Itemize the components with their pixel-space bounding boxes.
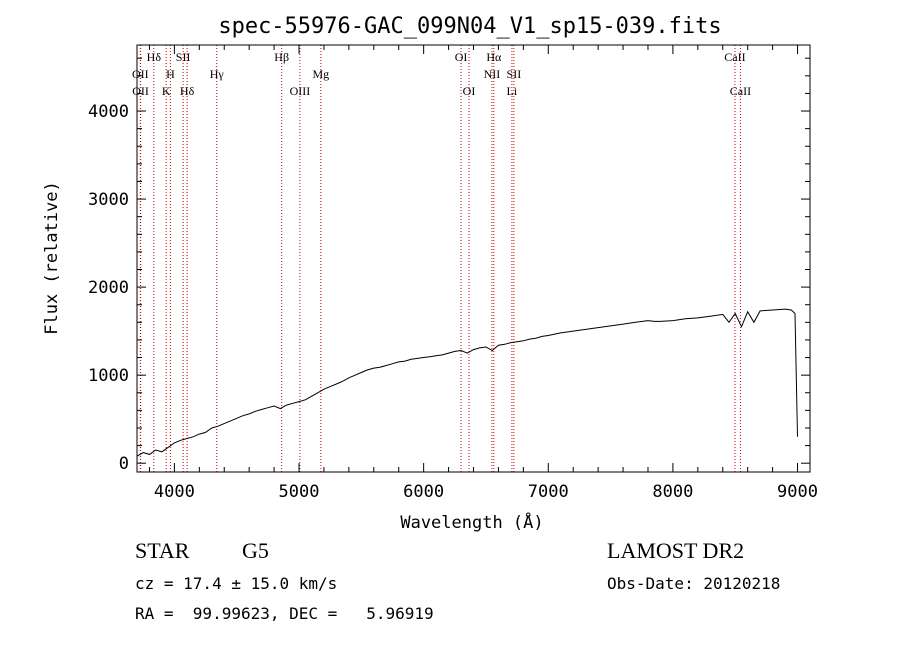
spectral-line-label: CaII bbox=[730, 84, 751, 98]
spectral-line-label: OI bbox=[463, 84, 476, 98]
spectral-line-label: OII bbox=[132, 67, 149, 81]
spectral-line-label: H bbox=[166, 67, 175, 81]
spectral-line-label: OI bbox=[455, 50, 468, 64]
series-layer bbox=[136, 308, 798, 457]
y-tick-label: 4000 bbox=[88, 102, 129, 122]
plot-frame bbox=[136, 44, 811, 473]
spectral-line-label: Hβ bbox=[274, 50, 289, 64]
x-tick-label: 9000 bbox=[777, 482, 818, 502]
survey-name: LAMOST DR2 bbox=[607, 538, 745, 563]
x-tick-label: 8000 bbox=[652, 482, 693, 502]
spectral-line-label: OIII bbox=[290, 84, 311, 98]
x-axis-label: Wavelength (Å) bbox=[400, 511, 543, 533]
object-type: STAR bbox=[135, 538, 190, 563]
spectrum-series-line bbox=[136, 308, 798, 457]
x-tick-label: 6000 bbox=[403, 482, 444, 502]
spectral-line-label: SII bbox=[507, 67, 522, 81]
spectral-line-label: Hδ bbox=[180, 84, 195, 98]
spectral-line-label: Li bbox=[507, 84, 518, 98]
spectral-line-label: Hα bbox=[486, 50, 502, 64]
spectral-line-label: CaII bbox=[724, 50, 745, 64]
spectral-line-label: SII bbox=[176, 50, 191, 64]
y-tick-label: 1000 bbox=[88, 366, 129, 386]
obs-date-line: Obs-Date: 20120218 bbox=[607, 574, 781, 593]
spectral-line-label: Mg bbox=[312, 67, 329, 81]
y-axis-ticks: 0 1000 2000 3000 4000 bbox=[88, 57, 810, 474]
x-tick-label: 5000 bbox=[279, 482, 320, 502]
spectral-line-label: OII bbox=[132, 84, 149, 98]
chart-title: spec-55976-GAC_099N04_V1_sp15-039.fits bbox=[218, 14, 721, 39]
y-tick-label: 2000 bbox=[88, 278, 129, 298]
object-subclass: G5 bbox=[242, 538, 269, 563]
radec-line: RA = 99.99623, DEC = 5.96919 bbox=[135, 604, 434, 623]
x-axis-ticks: 4000 5000 6000 7000 8000 9000 bbox=[148, 45, 818, 502]
y-tick-label: 3000 bbox=[88, 190, 129, 210]
spectral-line-label: NII bbox=[484, 67, 501, 81]
spectral-line-label: Hγ bbox=[210, 67, 225, 81]
y-axis-label: Flux (relative) bbox=[42, 181, 62, 335]
y-tick-label: 0 bbox=[119, 454, 129, 474]
spectral-line-label: K bbox=[162, 84, 171, 98]
x-tick-label: 4000 bbox=[154, 482, 195, 502]
redshift-line: cz = 17.4 ± 15.0 km/s bbox=[135, 574, 338, 593]
spectral-line-label: Hδ bbox=[147, 50, 162, 64]
x-tick-label: 7000 bbox=[528, 482, 569, 502]
